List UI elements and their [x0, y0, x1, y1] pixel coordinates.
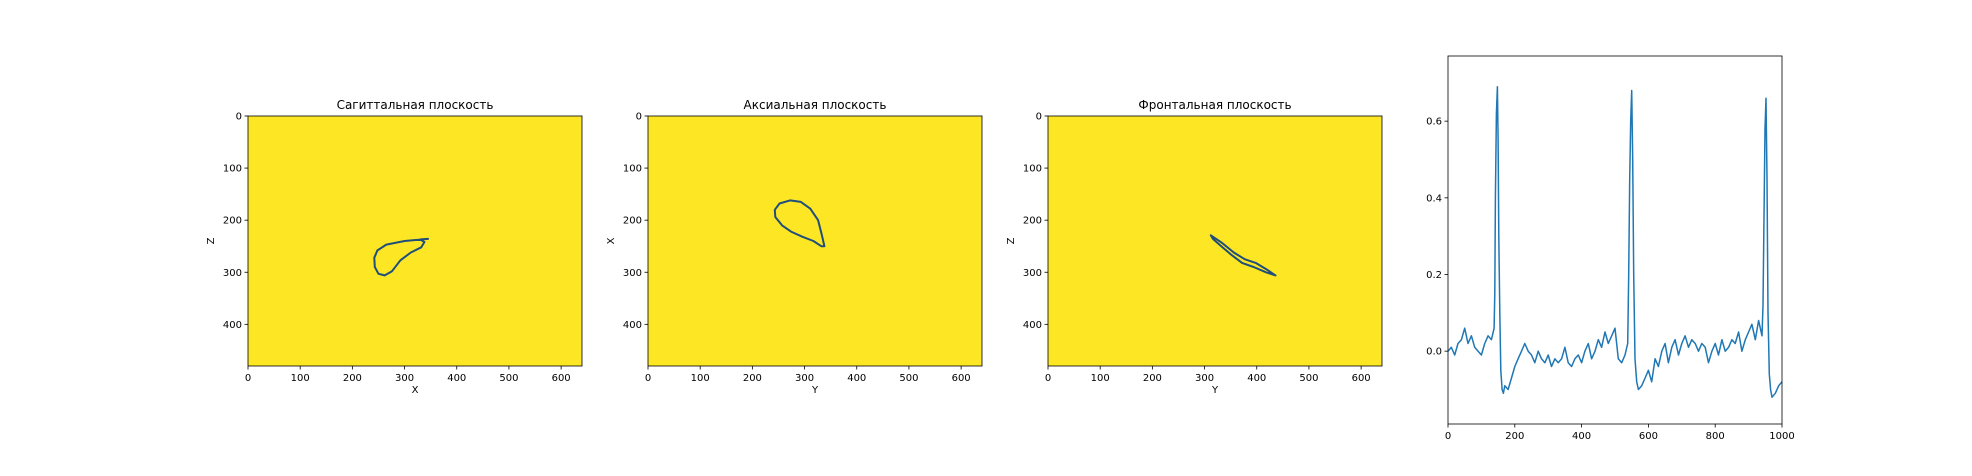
x-tick-label: 800	[1706, 431, 1725, 442]
x-tick-label: 400	[1247, 373, 1266, 384]
y-tick-label: 100	[223, 164, 242, 175]
y-tick-label: 300	[223, 268, 242, 279]
x-tick-label: 400	[847, 373, 866, 384]
x-tick-label: 500	[899, 373, 918, 384]
x-tick-label: 100	[1091, 373, 1110, 384]
y-tick-label: 300	[623, 268, 642, 279]
x-tick-label: 300	[795, 373, 814, 384]
x-tick-label: 300	[1195, 373, 1214, 384]
x-tick-label: 600	[552, 373, 571, 384]
y-tick-label: 400	[223, 320, 242, 331]
x-axis-label: X	[412, 385, 419, 396]
x-tick-label: 500	[499, 373, 518, 384]
x-tick-label: 200	[343, 373, 362, 384]
y-tick-label: 400	[1023, 320, 1042, 331]
contour-outline	[773, 199, 826, 248]
plot-title: Фронтальная плоскость	[1138, 98, 1291, 112]
y-tick-label: 200	[623, 216, 642, 227]
x-tick-label: 600	[1352, 373, 1371, 384]
x-tick-label: 1000	[1769, 431, 1794, 442]
x-tick-label: 0	[245, 373, 251, 384]
y-axis-label: X	[606, 237, 617, 244]
x-tick-label: 0	[645, 373, 651, 384]
y-tick-label: 100	[1023, 164, 1042, 175]
plot-title: Аксиальная плоскость	[744, 98, 887, 112]
contour-outline	[373, 237, 429, 277]
y-tick-label: 300	[1023, 268, 1042, 279]
x-tick-label: 200	[1143, 373, 1162, 384]
y-tick-label: 0	[636, 112, 642, 123]
signal-line-panel: 0 200 400 600 800 1000 0.0 0.2 0.4 0.6	[1426, 55, 1795, 442]
axial-plane-panel: 0 100 200 300 400 500 600 0 100 200 300 400 Аксиальн…	[606, 98, 983, 396]
x-tick-label: 600	[1639, 431, 1658, 442]
sagittal-plane-panel: 0 100 200 300 400 500 600 0 100 200 300 400 Сагиттал…	[206, 98, 583, 396]
plot-title: Сагиттальная плоскость	[337, 98, 494, 112]
x-tick-label: 600	[952, 373, 971, 384]
y-axis-label: Z	[206, 237, 217, 244]
x-tick-label: 200	[743, 373, 762, 384]
axes-frame	[1447, 55, 1783, 425]
signal-line	[1447, 85, 1783, 398]
x-tick-label: 300	[395, 373, 414, 384]
x-tick-label: 400	[447, 373, 466, 384]
y-tick-label: 200	[1023, 216, 1042, 227]
y-tick-label: 0	[236, 112, 242, 123]
y-tick-label: 0	[1036, 112, 1042, 123]
x-tick-label: 200	[1505, 431, 1524, 442]
x-tick-label: 100	[291, 373, 310, 384]
y-tick-label: 200	[223, 216, 242, 227]
y-tick-label: 0.4	[1426, 193, 1442, 204]
frontal-plane-panel: 0 100 200 300 400 500 600 0 100 200 300 400 Фронталь…	[1006, 98, 1383, 396]
axes-frame	[647, 115, 983, 367]
y-tick-label: 400	[623, 320, 642, 331]
axes-frame	[247, 115, 583, 367]
y-tick-label: 0.0	[1426, 347, 1442, 358]
x-axis-label: Y	[1211, 385, 1219, 396]
y-tick-label: 0.6	[1426, 117, 1442, 128]
axes-frame	[1047, 115, 1383, 367]
y-tick-label: 100	[623, 164, 642, 175]
y-tick-label: 0.2	[1426, 270, 1442, 281]
y-axis-label: Z	[1006, 237, 1017, 244]
x-tick-label: 400	[1572, 431, 1591, 442]
contour-outline	[1209, 234, 1277, 277]
x-tick-label: 0	[1445, 431, 1451, 442]
x-axis-label: Y	[811, 385, 819, 396]
x-tick-label: 100	[691, 373, 710, 384]
x-tick-label: 500	[1299, 373, 1318, 384]
x-tick-label: 0	[1045, 373, 1051, 384]
